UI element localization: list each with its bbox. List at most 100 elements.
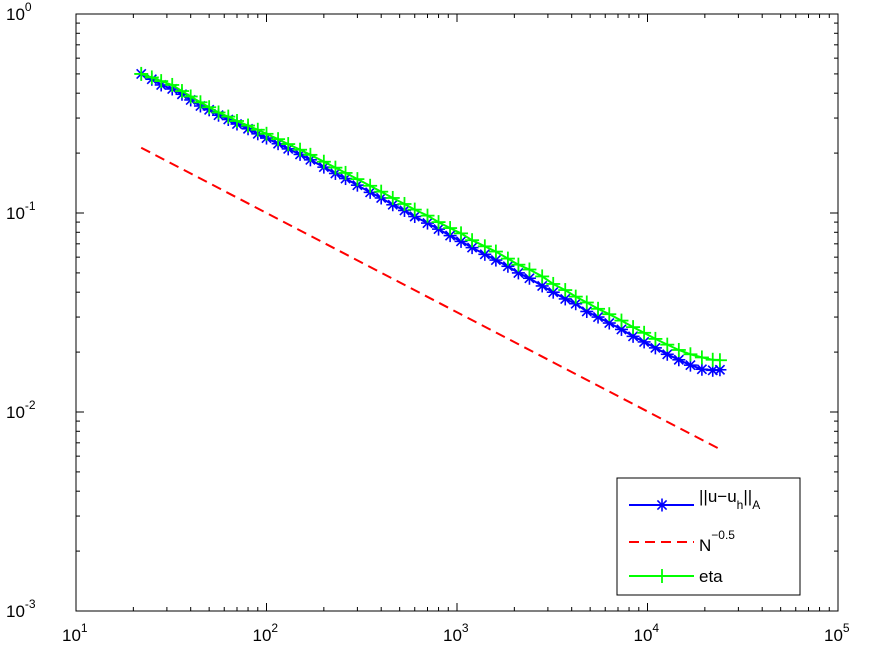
point-eta-2 <box>154 74 169 89</box>
point-eta-48 <box>660 337 675 352</box>
y-tick-label-exp-2: -1 <box>25 199 36 213</box>
x-tick-label-exp-3: 4 <box>652 621 659 635</box>
point-eta-1 <box>144 70 159 85</box>
point-eta-0 <box>134 66 149 81</box>
legend-label-error-sub2: A <box>752 498 760 512</box>
point-eta-18 <box>316 154 331 169</box>
x-tick-label-base-3: 10 <box>634 626 653 645</box>
legend-label-error-sub1: h <box>737 498 744 512</box>
legend-label-rate-main: N <box>699 536 711 555</box>
point-eta-21 <box>350 172 365 187</box>
point-eta-38 <box>546 276 561 291</box>
point-eta-25 <box>397 196 412 211</box>
y-tick-label-exp-3: 0 <box>25 0 32 14</box>
point-eta-23 <box>374 184 389 199</box>
point-eta-13 <box>259 126 274 141</box>
x-tick-label-exp-0: 1 <box>81 621 88 635</box>
point-eta-40 <box>568 289 583 304</box>
point-eta-29 <box>443 221 458 236</box>
x-tick-label-base-0: 10 <box>62 626 81 645</box>
x-tick-label-2: 103 <box>443 621 469 645</box>
point-eta-37 <box>535 269 550 284</box>
point-eta-17 <box>303 147 318 162</box>
y-tick-label-0: 10-3 <box>6 597 36 621</box>
legend-label-rate: N−0.5 <box>699 528 735 555</box>
y-tick-label-base-0: 10 <box>6 602 25 621</box>
point-eta-7 <box>202 100 217 115</box>
point-eta-44 <box>614 313 629 328</box>
point-eta-51 <box>694 350 709 365</box>
point-eta-45 <box>626 320 641 335</box>
series-layer <box>134 66 727 451</box>
y-tick-label-exp-1: -2 <box>25 398 36 412</box>
point-eta-8 <box>211 105 226 120</box>
y-tick-label-base-1: 10 <box>6 403 25 422</box>
point-eta-34 <box>500 251 515 266</box>
point-eta-46 <box>637 325 652 340</box>
legend-label-error: ||u−uh||A <box>699 487 760 512</box>
y-tick-label-2: 10-1 <box>6 199 36 223</box>
x-tick-label-base-4: 10 <box>824 626 843 645</box>
y-tick-label-exp-0: -3 <box>25 597 36 611</box>
point-error-49 <box>672 353 686 367</box>
legend-marker-error <box>655 498 669 512</box>
x-tick-label-3: 104 <box>634 621 660 645</box>
x-tick-label-exp-1: 2 <box>271 621 278 635</box>
point-eta-9 <box>221 109 236 124</box>
point-eta-27 <box>420 208 435 223</box>
point-eta-50 <box>683 347 698 362</box>
point-eta-43 <box>602 307 617 322</box>
legend-label-error-mid: || <box>743 487 752 506</box>
point-eta-35 <box>511 257 526 272</box>
y-tick-label-1: 10-2 <box>6 398 36 422</box>
point-eta-41 <box>579 295 594 310</box>
point-eta-6 <box>193 95 208 110</box>
legend-label-eta: eta <box>699 567 723 586</box>
point-eta-33 <box>488 244 503 259</box>
point-eta-15 <box>281 137 296 152</box>
point-eta-42 <box>591 301 606 316</box>
point-eta-53 <box>712 353 727 368</box>
point-eta-16 <box>293 142 308 157</box>
series-line-rate <box>140 146 721 451</box>
y-tick-label-base-3: 10 <box>6 5 25 24</box>
x-tick-label-exp-2: 3 <box>462 621 469 635</box>
x-tick-label-base-2: 10 <box>443 626 462 645</box>
point-eta-20 <box>338 165 353 180</box>
legend: ||u−uh||A N−0.5 eta <box>616 477 801 596</box>
series-eta <box>134 66 727 368</box>
y-tick-label-base-2: 10 <box>6 204 25 223</box>
point-eta-39 <box>558 283 573 298</box>
point-eta-10 <box>229 113 244 128</box>
point-eta-49 <box>671 342 686 357</box>
point-eta-11 <box>241 118 256 133</box>
point-eta-26 <box>407 202 422 217</box>
point-error-39 <box>558 292 572 306</box>
x-tick-label-4: 105 <box>824 621 850 645</box>
point-eta-30 <box>454 226 469 241</box>
point-eta-24 <box>385 190 400 205</box>
point-error-35 <box>511 266 525 280</box>
point-eta-3 <box>165 77 180 92</box>
point-eta-28 <box>431 215 446 230</box>
point-eta-12 <box>250 122 265 137</box>
point-eta-5 <box>183 89 198 104</box>
point-eta-47 <box>648 331 663 346</box>
point-eta-4 <box>174 84 189 99</box>
legend-marker-eta <box>655 569 669 583</box>
y-tick-label-3: 100 <box>6 0 32 24</box>
point-error-51 <box>695 362 709 376</box>
x-tick-label-base-1: 10 <box>253 626 272 645</box>
x-tick-label-1: 102 <box>253 621 279 645</box>
point-eta-31 <box>465 233 480 248</box>
series-rate <box>140 146 721 451</box>
legend-label-error-main: ||u−u <box>699 487 737 506</box>
x-tick-label-exp-4: 5 <box>843 621 850 635</box>
point-eta-32 <box>477 239 492 254</box>
point-error-48 <box>660 347 674 361</box>
legend-label-rate-sup: −0.5 <box>711 528 735 542</box>
point-eta-14 <box>271 132 286 147</box>
point-error-47 <box>648 341 662 355</box>
